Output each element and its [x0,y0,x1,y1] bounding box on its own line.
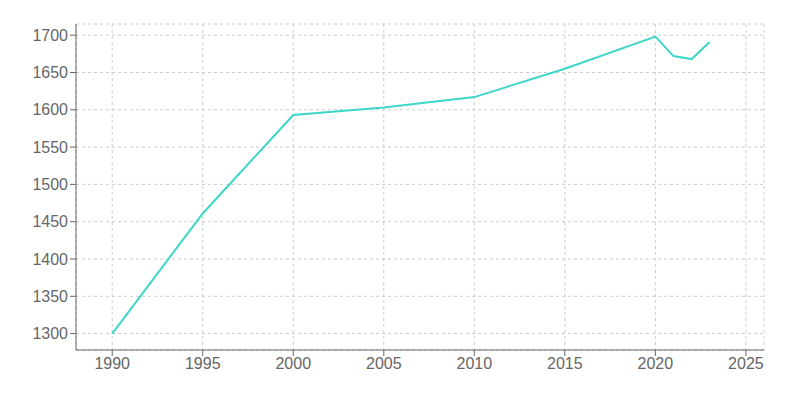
svg-text:1650: 1650 [32,64,68,81]
svg-text:1700: 1700 [32,27,68,44]
svg-text:2025: 2025 [728,355,764,372]
svg-text:1995: 1995 [185,355,221,372]
svg-text:1350: 1350 [32,288,68,305]
svg-text:2010: 2010 [457,355,493,372]
svg-text:1500: 1500 [32,176,68,193]
svg-text:1990: 1990 [94,355,130,372]
svg-text:1450: 1450 [32,213,68,230]
svg-text:2005: 2005 [366,355,402,372]
svg-text:1550: 1550 [32,139,68,156]
svg-text:2015: 2015 [547,355,583,372]
svg-text:1300: 1300 [32,325,68,342]
svg-text:2020: 2020 [638,355,674,372]
svg-text:1600: 1600 [32,101,68,118]
svg-text:2000: 2000 [275,355,311,372]
svg-text:1400: 1400 [32,251,68,268]
